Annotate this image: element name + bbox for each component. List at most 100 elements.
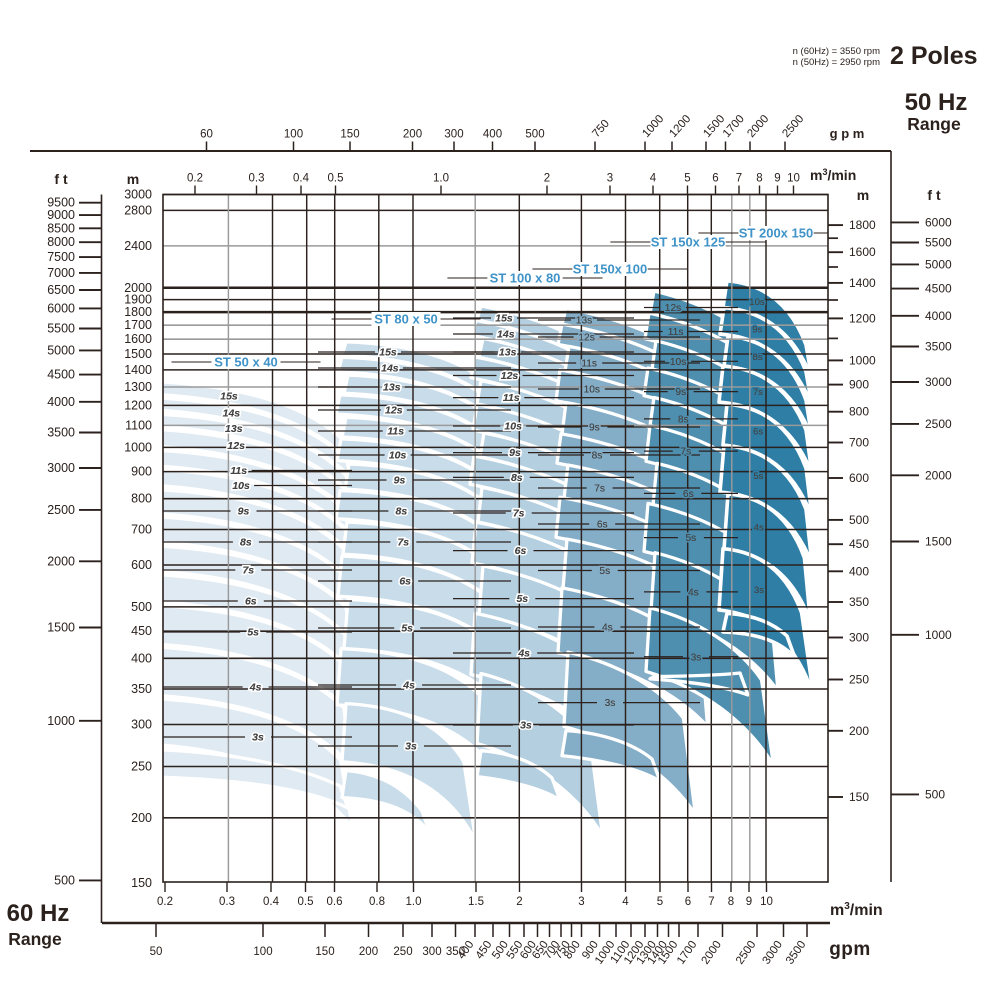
- svg-text:9: 9: [774, 173, 780, 185]
- svg-text:200: 200: [403, 129, 422, 141]
- svg-text:3000: 3000: [47, 461, 75, 475]
- svg-text:2500: 2500: [925, 417, 952, 431]
- svg-text:250: 250: [131, 760, 152, 774]
- svg-text:500: 500: [849, 513, 869, 527]
- svg-text:2500: 2500: [47, 503, 75, 517]
- svg-text:4500: 4500: [925, 282, 952, 296]
- svg-text:1200: 1200: [849, 311, 876, 325]
- svg-text:9s: 9s: [752, 325, 762, 336]
- svg-text:13s: 13s: [383, 382, 401, 394]
- svg-text:1.5: 1.5: [468, 896, 484, 908]
- svg-text:150: 150: [315, 946, 334, 958]
- svg-text:12s: 12s: [227, 440, 245, 452]
- svg-text:7s: 7s: [397, 537, 409, 549]
- svg-text:7s: 7s: [594, 484, 605, 495]
- svg-text:2000: 2000: [124, 281, 152, 295]
- svg-text:5s: 5s: [599, 566, 610, 577]
- svg-text:ST 80 x 50: ST 80 x 50: [374, 311, 438, 326]
- svg-text:1.0: 1.0: [406, 896, 422, 908]
- svg-text:1300: 1300: [124, 380, 152, 394]
- svg-text:7s: 7s: [594, 484, 605, 495]
- svg-text:12s: 12s: [227, 440, 245, 452]
- svg-text:4: 4: [650, 173, 657, 185]
- svg-text:600: 600: [849, 471, 869, 485]
- svg-text:0.8: 0.8: [369, 896, 385, 908]
- svg-text:350: 350: [131, 682, 152, 696]
- svg-text:12s: 12s: [665, 303, 681, 314]
- svg-text:10s: 10s: [584, 385, 600, 396]
- svg-text:8s: 8s: [396, 506, 408, 518]
- svg-text:15s: 15s: [220, 391, 238, 403]
- svg-text:15s: 15s: [379, 347, 397, 359]
- svg-text:6s: 6s: [515, 545, 527, 557]
- svg-text:5s: 5s: [686, 533, 697, 544]
- svg-text:11s: 11s: [503, 392, 520, 404]
- svg-text:3s: 3s: [605, 698, 616, 709]
- svg-text:2 Poles: 2 Poles: [890, 42, 978, 70]
- svg-text:1200: 1200: [124, 398, 152, 412]
- svg-text:900: 900: [131, 465, 152, 479]
- svg-text:100: 100: [284, 129, 303, 141]
- svg-text:5s: 5s: [599, 566, 610, 577]
- svg-text:6s: 6s: [597, 520, 608, 531]
- svg-text:6500: 6500: [47, 283, 75, 297]
- svg-text:3s: 3s: [252, 732, 264, 744]
- svg-text:8500: 8500: [47, 221, 75, 235]
- svg-text:3s: 3s: [252, 732, 264, 744]
- svg-text:5s: 5s: [401, 623, 413, 635]
- svg-text:8s: 8s: [240, 537, 252, 549]
- svg-text:14s: 14s: [223, 408, 241, 420]
- svg-text:3s: 3s: [605, 698, 616, 709]
- svg-text:8s: 8s: [511, 472, 523, 484]
- svg-text:3500: 3500: [925, 340, 952, 354]
- svg-text:200: 200: [359, 946, 378, 958]
- svg-text:1500: 1500: [47, 621, 75, 635]
- svg-text:n (50Hz) = 2950 rpm: n (50Hz) = 2950 rpm: [793, 57, 880, 68]
- svg-text:8s: 8s: [678, 415, 689, 426]
- svg-text:1400: 1400: [849, 276, 876, 290]
- svg-text:10s: 10s: [670, 357, 686, 368]
- svg-text:1500: 1500: [124, 347, 152, 361]
- svg-text:10s: 10s: [749, 297, 765, 308]
- svg-text:1100: 1100: [125, 418, 152, 432]
- svg-text:5s: 5s: [753, 471, 763, 482]
- svg-text:4: 4: [622, 896, 629, 908]
- svg-text:n (60Hz) = 3550 rpm: n (60Hz) = 3550 rpm: [793, 46, 880, 57]
- svg-text:15s: 15s: [220, 391, 238, 403]
- svg-text:8000: 8000: [47, 235, 75, 249]
- svg-text:8s: 8s: [511, 472, 523, 484]
- svg-text:7s: 7s: [680, 447, 691, 458]
- svg-text:4500: 4500: [47, 368, 75, 382]
- svg-text:4s: 4s: [688, 588, 699, 599]
- svg-text:5000: 5000: [47, 343, 75, 357]
- svg-text:6s: 6s: [683, 489, 694, 500]
- svg-text:900: 900: [849, 378, 869, 392]
- svg-text:4s: 4s: [517, 648, 530, 660]
- svg-text:3s: 3s: [520, 720, 532, 732]
- svg-text:2: 2: [516, 896, 522, 908]
- svg-text:4s: 4s: [517, 648, 530, 660]
- svg-text:10s: 10s: [504, 421, 522, 433]
- svg-text:8s: 8s: [678, 415, 689, 426]
- svg-text:450: 450: [131, 624, 152, 638]
- svg-text:14s: 14s: [497, 329, 515, 341]
- svg-text:12s: 12s: [665, 303, 681, 314]
- svg-text:1800: 1800: [849, 218, 876, 232]
- svg-text:10s: 10s: [232, 480, 250, 492]
- svg-text:700: 700: [849, 436, 869, 450]
- svg-text:5: 5: [657, 896, 663, 908]
- svg-text:5s: 5s: [516, 593, 528, 605]
- svg-text:6s: 6s: [245, 596, 257, 608]
- svg-text:7: 7: [708, 896, 714, 908]
- svg-text:11s: 11s: [503, 392, 520, 404]
- svg-text:1000: 1000: [124, 440, 152, 454]
- svg-text:3s: 3s: [754, 585, 764, 596]
- svg-text:7500: 7500: [47, 250, 75, 264]
- svg-text:8s: 8s: [396, 506, 408, 518]
- svg-text:11s: 11s: [230, 465, 247, 477]
- svg-text:11s: 11s: [581, 359, 597, 370]
- svg-text:700: 700: [131, 523, 152, 537]
- svg-text:1700: 1700: [124, 318, 152, 332]
- svg-text:10: 10: [787, 173, 800, 185]
- svg-text:400: 400: [483, 129, 502, 141]
